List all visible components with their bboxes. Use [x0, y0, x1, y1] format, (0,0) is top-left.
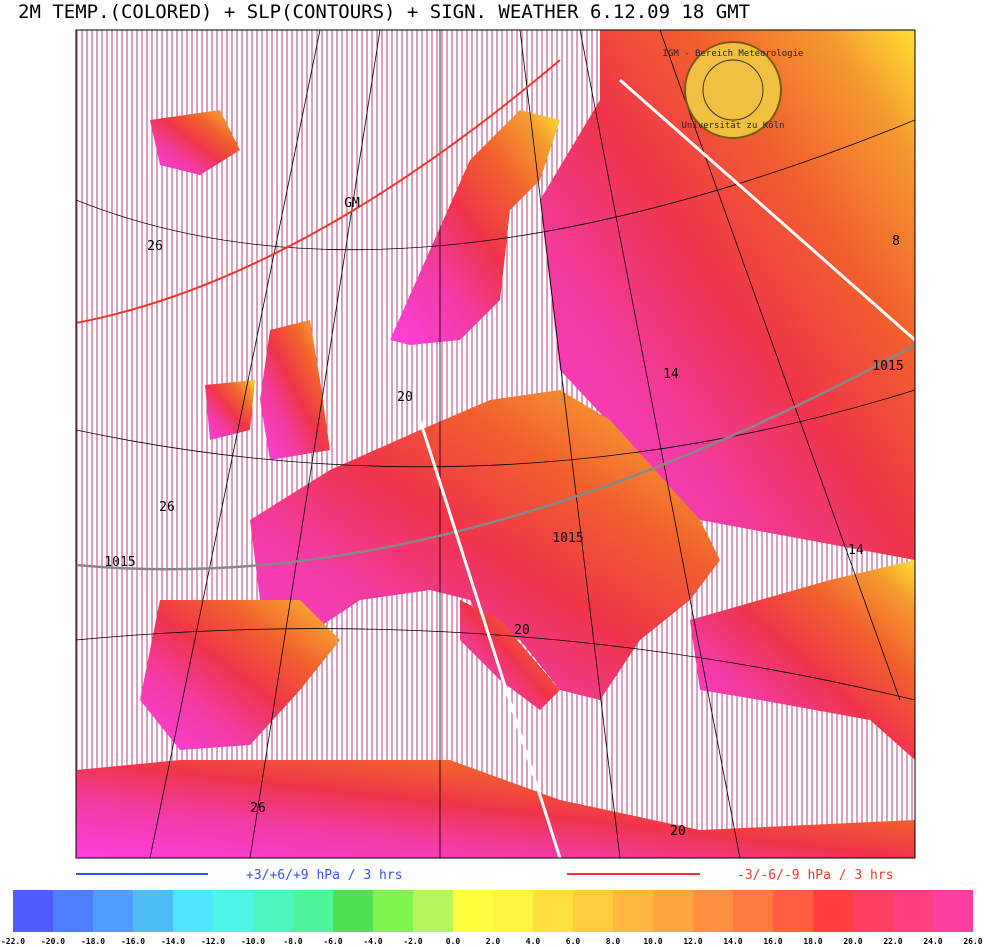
contour-label: 20 [397, 390, 413, 405]
colorbar-label: 0.0 [446, 937, 461, 946]
map-frame [75, 29, 916, 859]
colorbar-label: -20.0 [41, 937, 65, 946]
legend-falling: -3/-6/-9 hPa / 3 hrs [737, 868, 894, 883]
colorbar-label: 18.0 [803, 937, 822, 946]
land-ireland [205, 380, 255, 440]
contour-label: 26 [147, 239, 163, 254]
colorbar-swatch [653, 890, 693, 932]
isallobar [76, 59, 561, 324]
contour-label: 26 [159, 500, 175, 515]
colorbar-label: 16.0 [763, 937, 782, 946]
land-iberia [140, 600, 340, 750]
contour-label: 26 [250, 801, 266, 816]
land-anatolia [690, 560, 915, 760]
colorbar-swatch [893, 890, 933, 932]
colorbar-label: -18.0 [81, 937, 105, 946]
land-iceland [150, 110, 240, 175]
contour-label: 14 [663, 367, 679, 382]
contour-label: 8 [892, 234, 900, 249]
colorbar-swatch [573, 890, 613, 932]
colorbar-label: 12.0 [683, 937, 702, 946]
colorbar-label: 24.0 [923, 937, 942, 946]
colorbar-swatch [413, 890, 453, 932]
colorbar-label: 6.0 [566, 937, 581, 946]
logo-top: IGM - Bereich Meteorologie [663, 49, 804, 59]
logo: IGM - Bereich Meteorologie Universität z… [663, 41, 804, 139]
colorbar-label: -8.0 [283, 937, 302, 946]
contour-label: 20 [514, 623, 530, 638]
colorbar-label: -10.0 [241, 937, 265, 946]
colorbar-label: 4.0 [526, 937, 541, 946]
land-britain [260, 320, 330, 460]
colorbar-swatch [213, 890, 253, 932]
isobar-1015 [76, 343, 915, 571]
colorbar-swatch [373, 890, 413, 932]
contour-label: GM [344, 196, 360, 211]
legend-rising: +3/+6/+9 hPa / 3 hrs [246, 868, 403, 883]
isotherm [619, 78, 915, 342]
colorbar-swatch [253, 890, 293, 932]
land-central-europe [250, 390, 720, 700]
isotherm [418, 419, 562, 858]
colorbar-label: 14.0 [723, 937, 742, 946]
colorbar-swatch [693, 890, 733, 932]
colorbar-swatch [453, 890, 493, 932]
colorbar-label: -16.0 [121, 937, 145, 946]
colorbar-swatch [293, 890, 333, 932]
colorbar-swatch [613, 890, 653, 932]
land-scandinavia [390, 110, 560, 345]
contour-label: 1015 [104, 555, 135, 570]
colorbar-swatch [53, 890, 93, 932]
colorbar-swatch [93, 890, 133, 932]
graticule [76, 30, 915, 858]
contour-label: 1015 [552, 531, 583, 546]
colorbar-swatch [733, 890, 773, 932]
logo-bottom: Universität zu Köln [682, 121, 785, 131]
land-russia [540, 30, 915, 560]
colorbar-swatch [933, 890, 973, 932]
colorbar-label: -6.0 [323, 937, 342, 946]
colorbar-label: 10.0 [643, 937, 662, 946]
colorbar-label: 26.0 [963, 937, 982, 946]
colorbar-label: -2.0 [403, 937, 422, 946]
colorbar-swatch [133, 890, 173, 932]
contour-label: 1015 [872, 359, 903, 374]
colorbar-label: -22.0 [1, 937, 25, 946]
colorbar-label: -14.0 [161, 937, 185, 946]
colorbar-swatch [493, 890, 533, 932]
colorbar-swatch [13, 890, 53, 932]
map-title: 2M TEMP.(COLORED) + SLP(CONTOURS) + SIGN… [18, 1, 750, 23]
contour-label: 14 [848, 543, 864, 558]
colorbar-label: 22.0 [883, 937, 902, 946]
colorbar-swatch [813, 890, 853, 932]
colorbar-swatch [333, 890, 373, 932]
colorbar-label: 20.0 [843, 937, 862, 946]
colorbar-label: -12.0 [201, 937, 225, 946]
colorbar-label: 2.0 [486, 937, 501, 946]
land-africa [76, 760, 915, 858]
colorbar-swatch [853, 890, 893, 932]
colorbar-label: 8.0 [606, 937, 621, 946]
map-area [76, 30, 915, 858]
colorbar-swatch [533, 890, 573, 932]
colorbar-swatch [773, 890, 813, 932]
colorbar-swatch [173, 890, 213, 932]
colorbar-label: -4.0 [363, 937, 382, 946]
contour-label: 20 [670, 824, 686, 839]
